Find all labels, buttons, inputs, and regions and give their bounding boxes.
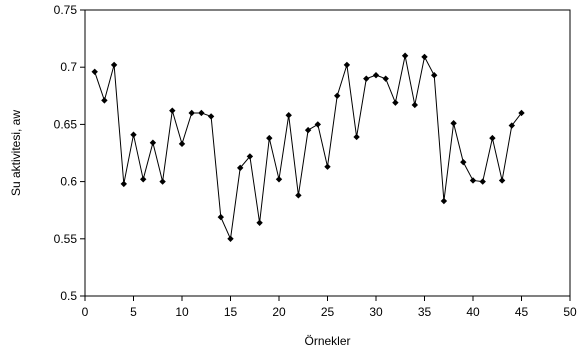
data-point [130, 131, 137, 138]
data-point [324, 163, 331, 170]
y-tick-label: 0.75 [54, 3, 78, 17]
data-point [207, 113, 215, 120]
data-point [411, 101, 418, 109]
y-tick-label: 0.5 [60, 289, 77, 303]
data-point [401, 52, 409, 59]
series-layer [91, 52, 525, 242]
data-point [198, 109, 205, 117]
x-tick-label: 30 [369, 305, 383, 319]
x-tick-label: 10 [175, 305, 189, 319]
x-axis-ticks: 0 5 10 15 20 25 30 35 40 45 50 [82, 296, 577, 319]
data-point [217, 213, 224, 221]
data-point [91, 68, 98, 75]
data-point [421, 53, 428, 61]
data-point [169, 107, 176, 114]
data-point [304, 126, 312, 134]
x-tick-label: 20 [272, 305, 286, 319]
y-axis-ticks: 0.5 0.55 0.6 0.65 0.7 0.75 [54, 3, 85, 303]
x-tick-label: 5 [130, 305, 137, 319]
data-point [149, 139, 157, 146]
x-tick-label: 25 [321, 305, 335, 319]
x-tick-label: 35 [418, 305, 432, 319]
data-point [266, 134, 273, 142]
x-tick-label: 50 [563, 305, 577, 319]
data-point [518, 109, 525, 117]
data-point [110, 61, 118, 69]
data-point [334, 92, 341, 99]
x-tick-label: 45 [515, 305, 529, 319]
data-point [382, 75, 389, 82]
data-point [314, 121, 321, 128]
x-tick-label: 15 [224, 305, 238, 319]
y-tick-label: 0.6 [60, 175, 77, 189]
data-point [363, 75, 370, 82]
data-point [508, 122, 515, 129]
data-point [498, 177, 506, 184]
data-point [450, 120, 457, 127]
data-point [140, 176, 147, 183]
series-line [94, 55, 522, 241]
data-point [295, 192, 302, 199]
y-tick-label: 0.65 [54, 117, 78, 131]
data-point [440, 197, 448, 205]
data-point [275, 176, 283, 183]
y-axis-title: Su aktivitesi, aw [9, 110, 23, 196]
data-point [188, 109, 195, 117]
data-point [227, 235, 234, 242]
data-point [469, 177, 477, 184]
data-point [479, 178, 486, 185]
plot-area-frame [84, 9, 571, 297]
data-point [392, 99, 399, 106]
data-point [431, 72, 438, 79]
data-point [343, 61, 351, 69]
data-point [237, 164, 244, 172]
data-point [489, 134, 496, 142]
x-axis-title: Örnekler [304, 334, 350, 348]
data-point [159, 178, 166, 185]
data-point [246, 153, 254, 160]
data-point [353, 133, 360, 141]
data-point [372, 72, 380, 79]
y-tick-label: 0.55 [54, 232, 78, 246]
data-point [460, 158, 467, 166]
data-point [256, 219, 263, 226]
data-point [101, 97, 108, 104]
y-tick-label: 0.7 [60, 60, 77, 74]
data-point [178, 140, 186, 148]
data-point [285, 112, 292, 119]
x-tick-label: 0 [82, 305, 89, 319]
x-tick-label: 40 [466, 305, 480, 319]
data-point [120, 180, 127, 188]
axes [84, 9, 571, 297]
